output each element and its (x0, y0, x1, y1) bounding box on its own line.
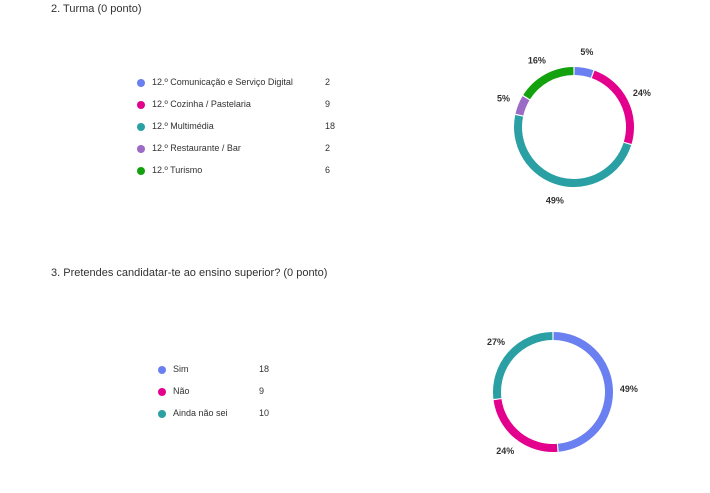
legend-count: 18 (325, 121, 336, 131)
legend-item: Ainda não sei 10 (158, 408, 288, 422)
legend-dot-icon (158, 388, 166, 396)
donut-slice (493, 332, 553, 399)
legend-count: 6 (325, 165, 331, 175)
legend-dot-icon (158, 410, 166, 418)
legend-count: 2 (325, 77, 331, 87)
donut-slice (493, 399, 558, 452)
question-2-donut-chart: 5% 24% 49% 5% 16% (497, 47, 651, 205)
legend-label: 12.º Comunicação e Serviço Digital (152, 77, 293, 87)
slice-percent-label: 24% (496, 446, 514, 456)
legend-label: 12.º Restaurante / Bar (152, 143, 241, 153)
legend-count: 10 (259, 408, 270, 418)
slice-percent-label: 49% (620, 384, 638, 394)
legend-dot-icon (137, 145, 145, 153)
question-3-donut-chart: 49% 24% 27% (487, 332, 638, 456)
legend-label: 12.º Multimédia (152, 121, 214, 131)
donut-slice (523, 67, 574, 100)
legend-label: Não (173, 386, 190, 396)
legend-count: 2 (325, 143, 331, 153)
legend-label: 12.º Cozinha / Pastelaria (152, 99, 251, 109)
donut-slice (553, 332, 613, 452)
legend-item: Não 9 (158, 386, 288, 400)
legend-item: Sim 18 (158, 364, 288, 378)
donut-slice (515, 96, 530, 116)
question-3-legend: Sim 18 Não 9 Ainda não sei 10 (158, 364, 288, 424)
slice-percent-label: 5% (580, 47, 593, 57)
slice-percent-label: 5% (497, 94, 510, 104)
legend-label: 12.º Turismo (152, 165, 203, 175)
legend-item: 12.º Multimédia 18 (137, 121, 357, 135)
legend-label: Sim (173, 364, 189, 374)
donut-slice (591, 70, 634, 144)
legend-item: 12.º Cozinha / Pastelaria 9 (137, 99, 357, 113)
question-3-title: 3. Pretendes candidatar-te ao ensino sup… (51, 267, 328, 279)
slice-percent-label: 27% (487, 337, 505, 347)
legend-dot-icon (137, 101, 145, 109)
legend-dot-icon (137, 167, 145, 175)
legend-dot-icon (137, 123, 145, 131)
legend-item: 12.º Comunicação e Serviço Digital 2 (137, 77, 357, 91)
legend-label: Ainda não sei (173, 408, 228, 418)
legend-item: 12.º Turismo 6 (137, 165, 357, 179)
legend-count: 9 (259, 386, 265, 396)
question-2-legend: 12.º Comunicação e Serviço Digital 2 12.º … (137, 77, 357, 187)
legend-dot-icon (158, 366, 166, 374)
legend-count: 18 (259, 364, 270, 374)
legend-dot-icon (137, 79, 145, 87)
slice-percent-label: 16% (528, 56, 546, 66)
donut-slice (574, 67, 594, 78)
slice-percent-label: 24% (633, 88, 651, 98)
slice-percent-label: 49% (546, 196, 564, 206)
donut-slice (514, 114, 632, 187)
question-2-title: 2. Turma (0 ponto) (51, 3, 142, 15)
legend-count: 9 (325, 99, 331, 109)
legend-item: 12.º Restaurante / Bar 2 (137, 143, 357, 157)
